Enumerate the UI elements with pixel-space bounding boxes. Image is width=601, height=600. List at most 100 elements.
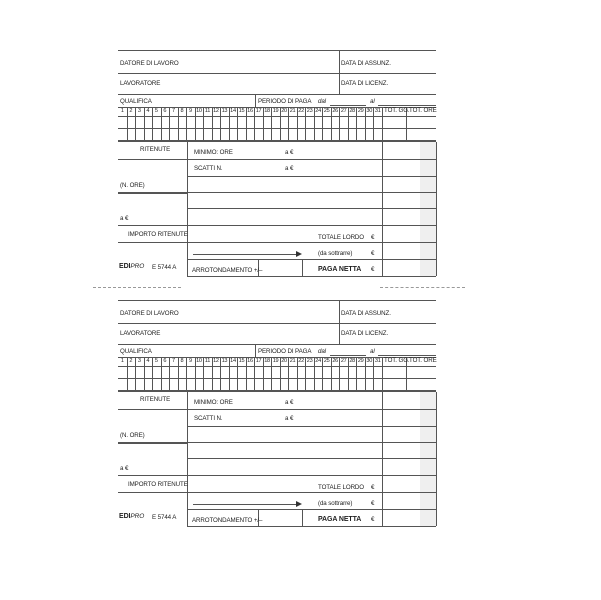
to-subtract-euro: €	[371, 250, 375, 257]
rule-line	[161, 107, 162, 140]
rule-line	[212, 107, 213, 140]
rule-line	[348, 357, 349, 390]
rule-line	[382, 409, 436, 410]
rule-line	[118, 225, 436, 226]
minimum-rate-field[interactable]: a €	[285, 399, 294, 406]
hourly-rate-field[interactable]: a €	[120, 465, 129, 472]
cut-line-left	[93, 287, 181, 288]
day-31-header: 31	[374, 358, 381, 364]
rounding-field[interactable]: ARROTONDAMENTO +/–	[192, 267, 263, 274]
day-20-header: 20	[281, 358, 287, 364]
edipro-logo: EDIPRO	[119, 263, 144, 271]
day-19-header: 19	[272, 358, 279, 364]
rule-line	[187, 392, 188, 526]
rule-line	[144, 357, 145, 390]
day-16-header: 16	[247, 358, 253, 364]
employer-field[interactable]: DATORE DI LAVORO	[120, 310, 179, 317]
rule-line	[118, 128, 436, 129]
rule-line	[255, 94, 256, 107]
rule-line	[297, 357, 298, 390]
qualification-field[interactable]: QUALIFICA	[120, 98, 152, 105]
steps-rate-field[interactable]: a €	[285, 165, 294, 172]
rule-line	[322, 357, 323, 390]
steps-field[interactable]: SCATTI N.	[194, 165, 223, 172]
rule-line	[302, 509, 303, 526]
rule-line	[378, 355, 436, 356]
total-days-header: TOT. GG.	[384, 357, 410, 364]
rule-line	[118, 390, 436, 392]
day-8-header: 8	[180, 358, 184, 364]
worker-field[interactable]: LAVORATORE	[120, 80, 161, 87]
rule-line	[246, 107, 247, 140]
rule-line	[382, 192, 436, 193]
steps-rate-field[interactable]: a €	[285, 415, 294, 422]
hours-count-field[interactable]: (N. ORE)	[120, 432, 145, 439]
rule-line	[271, 107, 272, 140]
minimum-hours-field[interactable]: MINIMO: ORE	[194, 399, 233, 406]
day-9-header: 9	[188, 358, 192, 364]
rule-line	[254, 357, 255, 390]
rule-line	[118, 50, 436, 51]
rule-line	[330, 355, 366, 356]
total-hours-header: TOT. ORE	[409, 107, 437, 114]
to-subtract-label: (da sottrarre)	[318, 250, 353, 257]
rule-line	[254, 107, 255, 140]
minimum-hours-field[interactable]: MINIMO: ORE	[194, 149, 233, 156]
day-23-header: 23	[306, 358, 313, 364]
gross-total-euro: €	[371, 234, 375, 241]
rule-line	[118, 492, 436, 493]
rule-line	[118, 73, 436, 74]
rule-line	[378, 105, 436, 106]
logo-bold: EDI	[119, 263, 131, 270]
rule-line	[436, 142, 437, 276]
hours-count-field[interactable]: (N. ORE)	[120, 182, 145, 189]
rule-line	[187, 208, 382, 209]
net-pay-label: PAGA NETTA	[318, 266, 362, 273]
minimum-rate-field[interactable]: a €	[285, 149, 294, 156]
worker-field[interactable]: LAVORATORE	[120, 330, 161, 337]
employer-field[interactable]: DATORE DI LAVORO	[120, 60, 179, 67]
day-2-header: 2	[129, 358, 133, 364]
day-20-header: 20	[281, 108, 287, 114]
rule-line	[118, 357, 436, 358]
rule-line	[127, 357, 128, 390]
rule-line	[203, 357, 204, 390]
rule-line	[339, 107, 340, 140]
rule-line	[382, 458, 436, 459]
day-29-header: 29	[357, 108, 364, 114]
day-24-header: 24	[315, 358, 321, 364]
rule-line	[406, 357, 407, 390]
rule-line	[356, 107, 357, 140]
form-code: E 5744 A	[152, 514, 177, 521]
day-1-header: 1	[120, 358, 124, 364]
rule-line	[220, 357, 221, 390]
day-19-header: 19	[272, 108, 279, 114]
hire-date-field[interactable]: DATA DI ASSUNZ.	[341, 60, 391, 67]
rule-line	[288, 107, 289, 140]
rule-line	[203, 107, 204, 140]
rule-line	[118, 140, 436, 142]
day-27-header: 27	[340, 108, 347, 114]
termination-date-field[interactable]: DATA DI LICENZ.	[341, 80, 389, 87]
day-11-header: 11	[204, 108, 211, 114]
steps-field[interactable]: SCATTI N.	[194, 415, 223, 422]
hourly-rate-field[interactable]: a €	[120, 215, 129, 222]
rule-line	[178, 357, 179, 390]
total-days-header: TOT. GG.	[384, 107, 410, 114]
rounding-field[interactable]: ARROTONDAMENTO +/–	[192, 517, 263, 524]
rule-line	[161, 357, 162, 390]
rule-line	[339, 357, 340, 390]
termination-date-field[interactable]: DATA DI LICENZ.	[341, 330, 389, 337]
day-5-header: 5	[154, 108, 158, 114]
rule-line	[220, 107, 221, 140]
rule-line	[193, 254, 297, 255]
day-21-header: 21	[289, 108, 296, 114]
hire-date-field[interactable]: DATA DI ASSUNZ.	[341, 310, 391, 317]
rule-line	[169, 357, 170, 390]
rule-line	[271, 357, 272, 390]
rule-line	[382, 357, 383, 390]
qualification-field[interactable]: QUALIFICA	[120, 348, 152, 355]
rule-line	[144, 107, 145, 140]
rule-line	[288, 357, 289, 390]
day-13-header: 13	[221, 108, 228, 114]
